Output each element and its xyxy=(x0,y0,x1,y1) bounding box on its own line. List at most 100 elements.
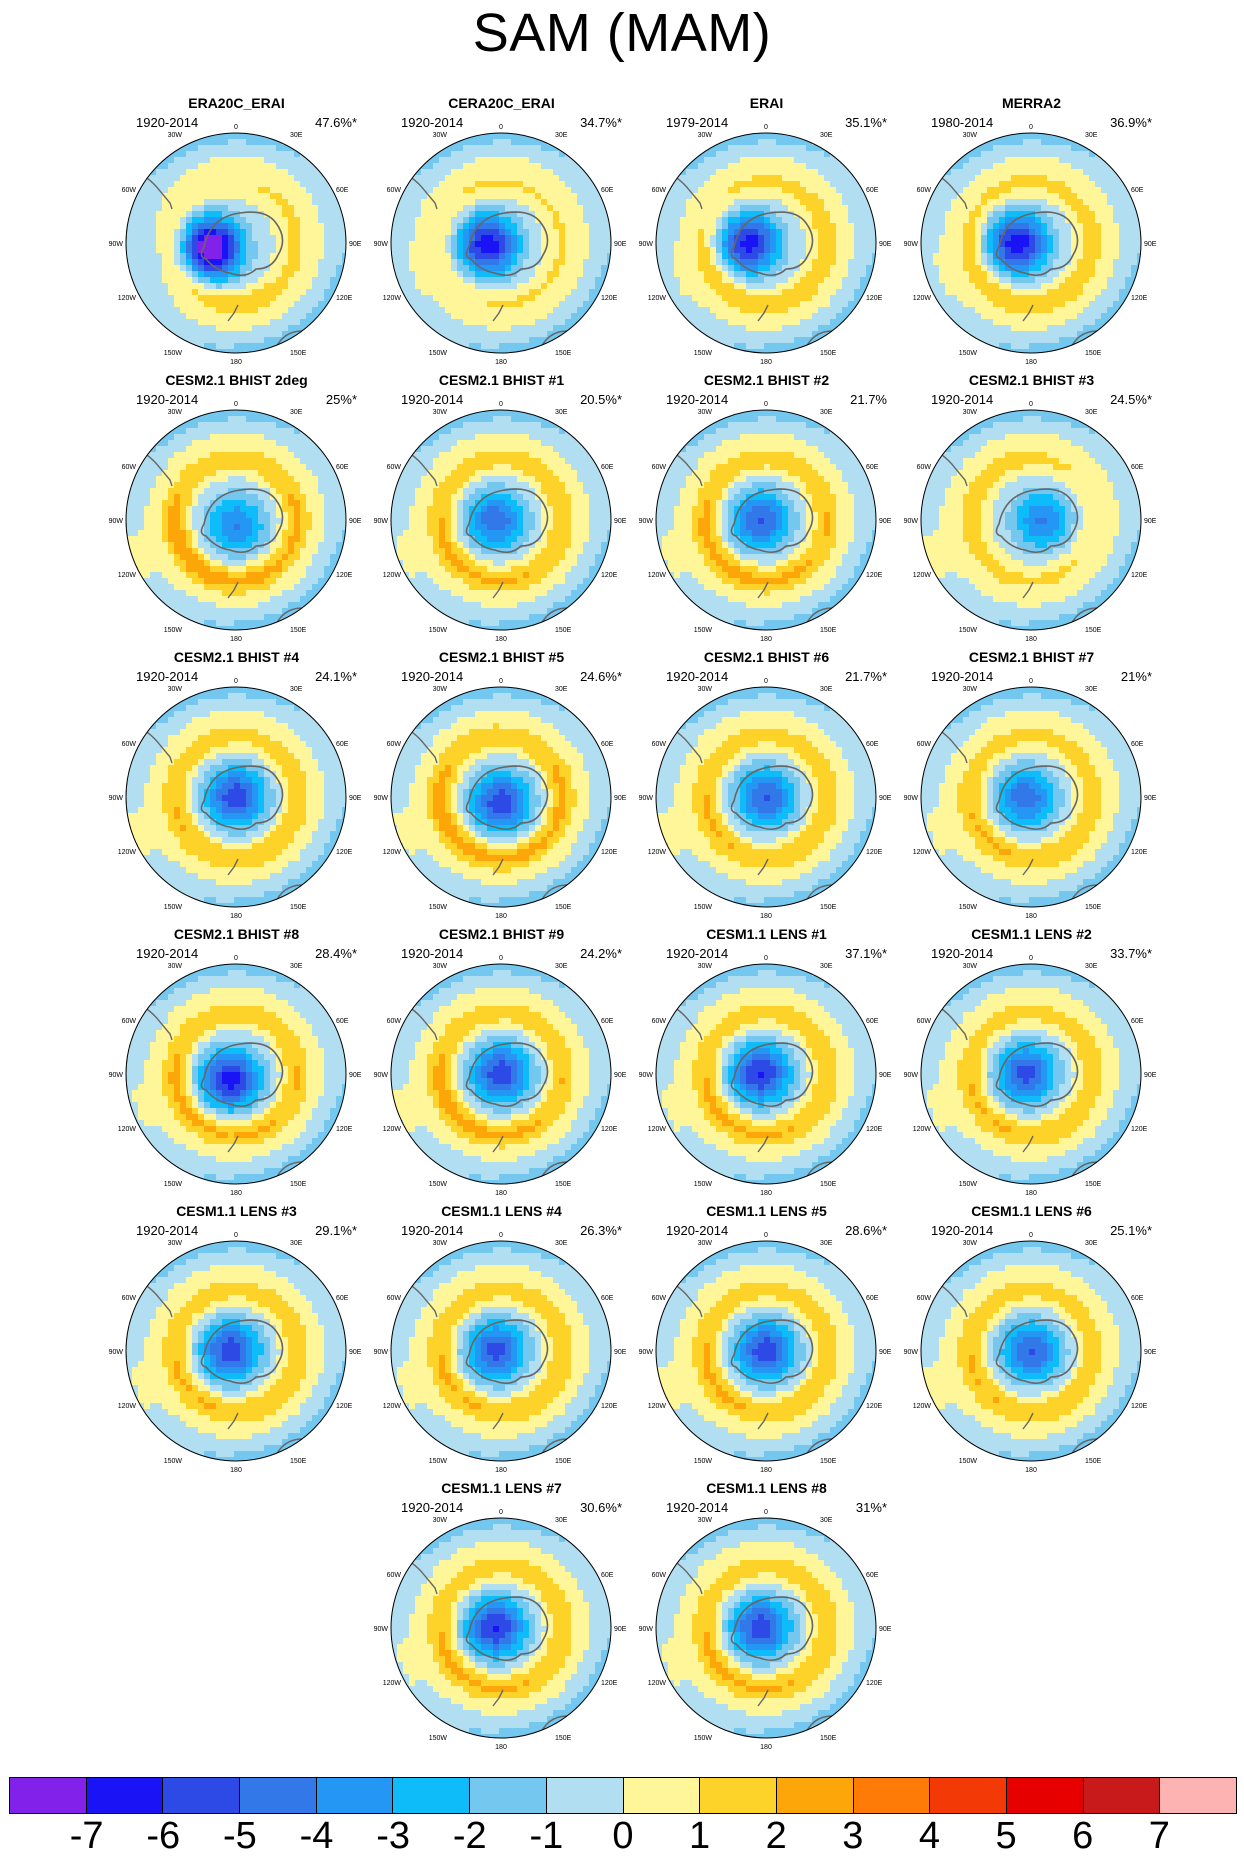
longitude-label: 30W xyxy=(698,132,713,139)
colorbar-tick-label: 2 xyxy=(766,1816,787,1856)
colorbar-swatch xyxy=(1160,1778,1236,1813)
panel-title: CESM1.1 LENS #7 xyxy=(369,1480,634,1496)
longitude-label: 120E xyxy=(601,1680,618,1687)
longitude-label: 120W xyxy=(383,1126,402,1133)
longitude-label: 150E xyxy=(1085,1181,1102,1188)
longitude-label: 0 xyxy=(234,678,238,685)
longitude-label: 30E xyxy=(1085,132,1098,139)
africa-outline xyxy=(578,691,600,698)
panel-variance-percent: 33.7%* xyxy=(1110,947,1152,961)
panel-title: CESM1.1 LENS #6 xyxy=(899,1203,1164,1219)
longitude-label: 90E xyxy=(879,241,892,248)
longitude-label: 0 xyxy=(1029,1232,1033,1239)
panel-variance-percent: 31%* xyxy=(856,1501,887,1515)
longitude-label: 120E xyxy=(1131,295,1148,302)
longitude-label: 120W xyxy=(118,1126,137,1133)
antarctica-outline xyxy=(995,211,1079,277)
panel-title: MERRA2 xyxy=(899,95,1164,111)
longitude-label: 60W xyxy=(387,741,402,748)
longitude-label: 90W xyxy=(639,1626,654,1633)
longitude-label: 60E xyxy=(866,187,879,194)
longitude-label: 0 xyxy=(764,955,768,962)
longitude-label: 90W xyxy=(639,1349,654,1356)
panel-variance-percent: 24.5%* xyxy=(1110,393,1152,407)
longitude-label: 180 xyxy=(495,359,507,366)
panel-variance-percent: 35.1%* xyxy=(845,116,887,130)
longitude-label: 90W xyxy=(904,795,919,802)
longitude-label: 120W xyxy=(648,295,667,302)
longitude-label: 0 xyxy=(764,124,768,131)
longitude-label: 120W xyxy=(383,1403,402,1410)
longitude-label: 60E xyxy=(336,1295,349,1302)
antarctica-outline xyxy=(465,1042,549,1108)
new-zealand-outline xyxy=(757,1689,769,1707)
new-zealand-outline xyxy=(1022,1135,1034,1153)
longitude-label: 0 xyxy=(234,955,238,962)
longitude-label: 150E xyxy=(555,1458,572,1465)
colorbar-swatch xyxy=(700,1778,777,1813)
polar-map: 0 30W 30E 60W 60E 90W 90E 120W 120E 150W 150E 180 xyxy=(109,678,362,920)
longitude-label: 150W xyxy=(164,1181,183,1188)
longitude-label: 60W xyxy=(387,187,402,194)
longitude-label: 150E xyxy=(290,1181,307,1188)
longitude-label: 30W xyxy=(698,409,713,416)
new-zealand-outline xyxy=(1022,581,1034,599)
map-panel: CESM2.1 BHIST #2 1920-2014 21.7% 0 30W 30E 60W… xyxy=(634,372,899,644)
longitude-label: 150E xyxy=(555,1735,572,1742)
longitude-label: 120E xyxy=(1131,1403,1148,1410)
panel-title: CESM2.1 BHIST #2 xyxy=(634,372,899,388)
longitude-label: 60E xyxy=(866,1018,879,1025)
longitude-label: 120W xyxy=(648,1680,667,1687)
polar-map: 0 30W 30E 60W 60E 90W 90E 120W 120E 150W 150E 180 xyxy=(374,124,627,366)
new-zealand-outline xyxy=(492,1412,504,1430)
antarctica-outline xyxy=(730,488,814,554)
longitude-label: 30E xyxy=(1085,409,1098,416)
polar-map: 0 30W 30E 60W 60E 90W 90E 120W 120E 150W 150E 180 xyxy=(374,1232,627,1474)
longitude-label: 120W xyxy=(648,1403,667,1410)
panel-title: CESM1.1 LENS #3 xyxy=(104,1203,369,1219)
colorbar-swatch xyxy=(546,1778,624,1813)
panel-title: CESM2.1 BHIST #5 xyxy=(369,649,634,665)
polar-map: 0 30W 30E 60W 60E 90W 90E 120W 120E 150W 150E 180 xyxy=(109,1232,362,1474)
panel-years: 1920-2014 xyxy=(931,670,993,684)
longitude-label: 180 xyxy=(230,1190,242,1197)
longitude-label: 30W xyxy=(168,1240,183,1247)
longitude-label: 120E xyxy=(601,849,618,856)
longitude-label: 120W xyxy=(118,295,137,302)
panel-years: 1920-2014 xyxy=(931,1224,993,1238)
longitude-label: 90E xyxy=(1144,1349,1157,1356)
colorbar-tick-label: 5 xyxy=(996,1816,1017,1856)
colorbar xyxy=(9,1777,1237,1814)
new-zealand-outline xyxy=(757,581,769,599)
longitude-label: 30E xyxy=(1085,963,1098,970)
longitude-label: 180 xyxy=(495,1467,507,1474)
africa-outline xyxy=(578,1522,600,1529)
africa-outline xyxy=(1108,968,1130,975)
panel-variance-percent: 28.4%* xyxy=(315,947,357,961)
longitude-label: 120W xyxy=(913,849,932,856)
longitude-label: 30W xyxy=(168,409,183,416)
longitude-label: 60W xyxy=(652,741,667,748)
map-border xyxy=(125,409,347,631)
panel-years: 1920-2014 xyxy=(136,1224,198,1238)
longitude-label: 90E xyxy=(614,1072,627,1079)
longitude-label: 90E xyxy=(879,1072,892,1079)
longitude-label: 30E xyxy=(555,1517,568,1524)
longitude-label: 150E xyxy=(820,1181,837,1188)
longitude-label: 90E xyxy=(349,518,362,525)
longitude-label: 30W xyxy=(168,686,183,693)
longitude-label: 60E xyxy=(866,1295,879,1302)
polar-map: 0 30W 30E 60W 60E 90W 90E 120W 120E 150W 150E 180 xyxy=(904,678,1157,920)
longitude-label: 30W xyxy=(433,1517,448,1524)
longitude-label: 30W xyxy=(433,686,448,693)
longitude-label: 60E xyxy=(336,741,349,748)
longitude-label: 150E xyxy=(290,904,307,911)
longitude-label: 150E xyxy=(555,904,572,911)
longitude-label: 120W xyxy=(648,572,667,579)
sam-pattern xyxy=(921,410,1141,630)
map-panel: CESM2.1 BHIST #5 1920-2014 24.6%* 0 30W 30E 60… xyxy=(369,649,634,921)
colorbar-tick-label: -2 xyxy=(453,1816,487,1856)
sam-pattern xyxy=(391,964,611,1184)
longitude-label: 120W xyxy=(383,295,402,302)
sam-pattern xyxy=(921,1241,1141,1461)
